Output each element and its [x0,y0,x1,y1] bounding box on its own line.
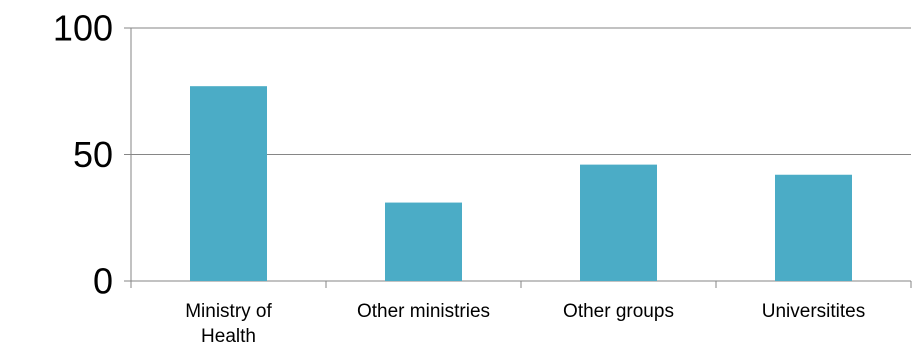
bar [385,202,462,281]
y-tick-label-100: 100 [53,8,113,49]
x-tick-label: Ministry of Health [185,301,272,347]
bar [580,164,657,281]
bar [190,86,267,281]
x-tick-label: Other groups [563,301,674,322]
y-tick-label-0: 0 [93,261,113,302]
y-tick-label-50: 50 [73,134,113,175]
x-tick-label: Other ministries [357,301,490,322]
bar [775,174,852,281]
x-tick-label: Universitites [762,301,865,322]
